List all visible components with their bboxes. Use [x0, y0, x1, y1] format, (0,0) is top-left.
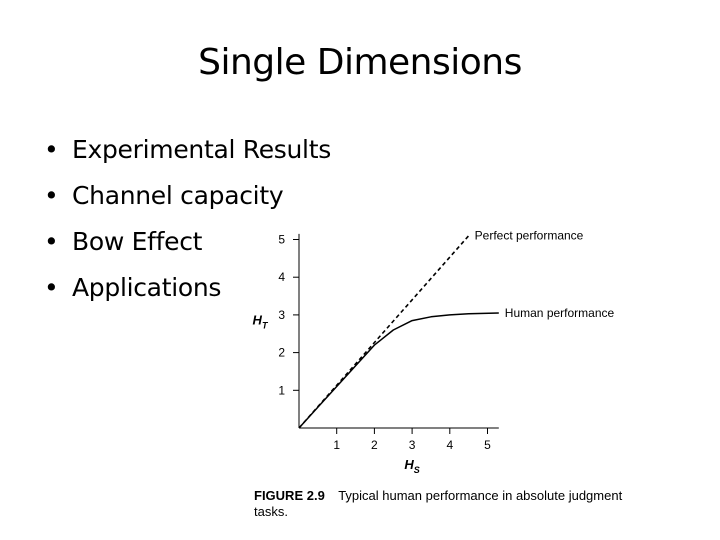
bullet-item: • Applications: [44, 268, 331, 314]
x-tick-label: 3: [409, 438, 416, 452]
figure: 1 2 3 4 5 1 2 3 4 5 HS HT Perfect performance Human p…: [240, 230, 720, 530]
y-tick-label: 5: [278, 233, 285, 247]
x-tick-label: 2: [371, 438, 378, 452]
figure-caption: FIGURE 2.9 Typical human performance in …: [254, 488, 634, 520]
y-tick-label: 1: [278, 383, 285, 397]
bullet-text: Channel capacity: [72, 181, 284, 210]
bullet-item: • Bow Effect: [44, 222, 331, 268]
y-tick-label: 4: [278, 270, 285, 284]
slide-title: Single Dimensions: [198, 42, 522, 83]
bullet-text: Applications: [72, 273, 222, 302]
y-axis-label: HT: [253, 312, 269, 330]
bullet-text: Bow Effect: [72, 227, 203, 256]
y-tick-label: 2: [278, 346, 285, 360]
performance-chart: 1 2 3 4 5 1 2 3 4 5 HS HT Perfect performance Human p…: [253, 230, 615, 475]
x-axis-label: HS: [404, 457, 419, 475]
bullet-item: • Experimental Results: [44, 130, 331, 176]
human-performance-line: [298, 312, 499, 429]
bullet-dot: •: [44, 135, 59, 164]
series-label: Human performance: [505, 306, 615, 320]
series-label: Perfect performance: [475, 230, 584, 243]
y-tick-label: 3: [278, 308, 285, 322]
bullet-item: • Channel capacity: [44, 176, 331, 222]
caption-label: FIGURE 2.9: [254, 488, 325, 503]
bullet-list: • Experimental Results • Channel capacit…: [44, 130, 331, 314]
x-tick-label: 1: [333, 438, 340, 452]
bullet-dot: •: [44, 227, 59, 256]
x-tick-label: 4: [446, 438, 453, 452]
bullet-text: Experimental Results: [72, 135, 331, 164]
bullet-dot: •: [44, 181, 59, 210]
bullet-dot: •: [44, 273, 59, 302]
caption-text: Typical human performance in absolute ju…: [254, 488, 623, 519]
x-tick-label: 5: [484, 438, 491, 452]
